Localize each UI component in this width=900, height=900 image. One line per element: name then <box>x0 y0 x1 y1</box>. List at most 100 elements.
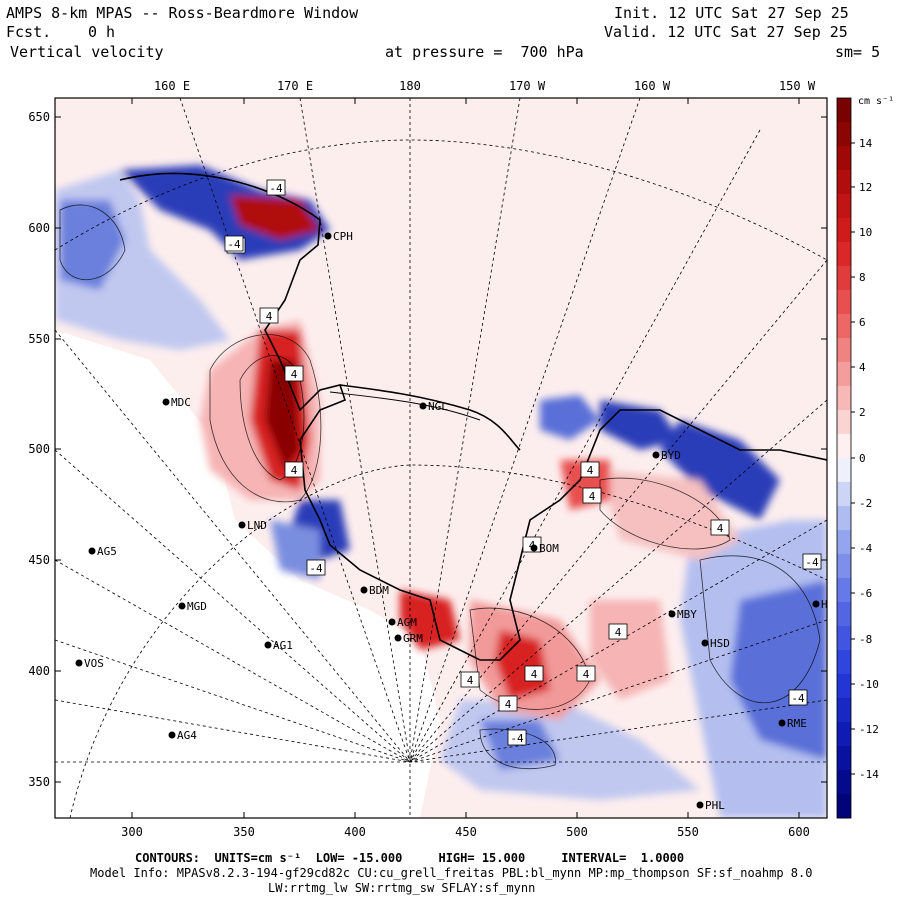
contour-value-box: -4 <box>788 689 808 706</box>
x-tick-label: 450 <box>455 825 477 839</box>
colorbar-units: cm s⁻¹ <box>858 96 894 107</box>
station-label: VOS <box>84 657 104 670</box>
colorbar-tick-label: -8 <box>859 633 872 646</box>
station-rme: RME <box>778 717 807 730</box>
station-marker <box>168 731 176 739</box>
station-grm: GRM <box>394 632 423 645</box>
top-longitude-label: 160 W <box>634 79 671 93</box>
colorbar-tick-label: -4 <box>859 542 873 555</box>
svg-text:-4: -4 <box>309 562 323 575</box>
station-marker <box>324 232 332 240</box>
colorbar-tick-label: -14 <box>859 768 879 781</box>
svg-text:4: 4 <box>531 668 538 681</box>
contour-value-box: 4 <box>284 365 304 382</box>
svg-text:-4: -4 <box>510 732 524 745</box>
station-vos: VOS <box>75 657 104 670</box>
station-label: BDM <box>369 584 389 597</box>
station-hsd: HSD <box>701 637 730 650</box>
station-label: NGL <box>428 400 448 413</box>
contour-value-box: 4 <box>284 461 304 478</box>
contour-value-box: 4 <box>608 623 628 640</box>
top-longitude-label: 150 W <box>779 79 816 93</box>
station-ag1: AG1 <box>264 639 293 652</box>
station-marker <box>178 602 186 610</box>
station-label: HSD <box>710 637 730 650</box>
top-longitude-label: 160 E <box>154 79 190 93</box>
station-mdc: MDC <box>162 396 191 409</box>
svg-text:4: 4 <box>589 490 596 503</box>
station-bom: BOM <box>530 542 559 555</box>
station-label: AG4 <box>177 729 197 742</box>
contour-value-box: -4 <box>266 179 286 196</box>
station-mgd: MGD <box>178 600 207 613</box>
contour-value-box: -4 <box>802 553 822 570</box>
model-info-2: LW:rrtmg_lw SW:rrtmg_sw SFLAY:sf_mynn <box>268 881 536 895</box>
station-ag5: AG5 <box>88 545 117 558</box>
station-label: CPH <box>333 230 353 243</box>
svg-text:-4: -4 <box>227 238 241 251</box>
contour-value-box: 4 <box>498 695 518 712</box>
contour-value-box: 4 <box>259 307 279 324</box>
station-marker <box>388 618 396 626</box>
station-label: MGD <box>187 600 207 613</box>
descent-core-east <box>730 580 827 760</box>
colorbar: cm s⁻¹ 14 12 10 8 6 4 2 0 -2 -4 -6 -8 -10 -12 -14 <box>836 96 894 819</box>
station-marker <box>238 521 246 529</box>
contour-value-box: 4 <box>582 487 602 504</box>
station-label: AGM <box>397 616 417 629</box>
colorbar-tick-label: -2 <box>859 497 872 510</box>
x-axis: 300 350 400 450 500 550 600 <box>121 98 810 839</box>
colorbar-tick-label: -10 <box>859 678 879 691</box>
station-layer: CPH MDC NGL AG5 LND BDM MGD AG1 GRM VOS AG4 MBY HSD P… <box>75 230 827 812</box>
x-tick-label: 600 <box>788 825 810 839</box>
top-longitude-label: 170 E <box>277 79 313 93</box>
colorbar-tick-label: 2 <box>859 406 866 419</box>
station-label: LND <box>247 519 267 532</box>
svg-text:-4: -4 <box>805 556 819 569</box>
top-longitude-label: 170 W <box>509 79 546 93</box>
station-cph: CPH <box>324 230 353 243</box>
colorbar-tick-label: 8 <box>859 271 866 284</box>
colorbar-tick-label: 4 <box>859 361 866 374</box>
y-tick-label: 600 <box>28 221 50 235</box>
station-marker <box>652 451 660 459</box>
colorbar-tick-label: 0 <box>859 452 866 465</box>
svg-text:4: 4 <box>615 626 622 639</box>
ocean-region <box>55 330 440 818</box>
station-marker <box>696 801 704 809</box>
station-marker <box>530 544 538 552</box>
ascent-area-east <box>600 470 740 560</box>
colorbar-tick-label: 12 <box>859 181 872 194</box>
ice-shelf-front <box>339 384 521 451</box>
station-bdm: BDM <box>360 584 389 597</box>
svg-text:4: 4 <box>291 368 298 381</box>
smoothing: sm= 5 <box>835 43 881 61</box>
top-longitude-label: 180 <box>399 79 421 93</box>
svg-text:4: 4 <box>717 522 724 535</box>
station-phl: PHL <box>696 799 725 812</box>
station-label: MBY <box>677 608 697 621</box>
y-axis: 650 600 550 500 450 400 350 <box>28 110 827 789</box>
y-tick-label: 500 <box>28 442 50 456</box>
station-label: MDC <box>171 396 191 409</box>
field-name: Vertical velocity <box>10 43 164 61</box>
y-tick-label: 400 <box>28 664 50 678</box>
contour-value-box: 4 <box>460 671 480 688</box>
station-marker <box>419 402 427 410</box>
high-value: HIGH= 15.000 <box>438 851 526 865</box>
x-tick-label: 400 <box>344 825 366 839</box>
colorbar-tick-label: -12 <box>859 723 879 736</box>
station-label: RME <box>787 717 807 730</box>
map-frame <box>54 97 828 819</box>
contour-value-box: 4 <box>524 665 544 682</box>
interval-value: INTERVAL= 1.0000 <box>561 851 685 865</box>
station-mby: MBY <box>668 608 697 621</box>
colorbar-swatches <box>837 98 851 819</box>
forecast-label: Fcst. <box>6 23 52 41</box>
ascent-core-gap <box>400 590 460 650</box>
ascent-core-south <box>495 630 550 700</box>
station-marker <box>812 600 820 608</box>
contour-value-box: -4 <box>507 729 527 746</box>
